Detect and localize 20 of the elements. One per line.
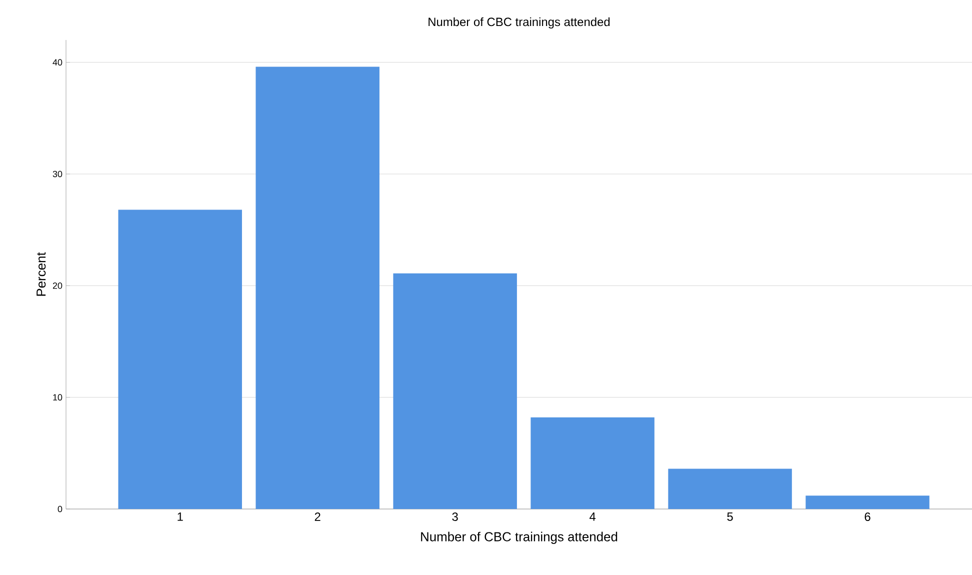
bar [530,417,654,509]
y-tick-label: 0 [58,506,62,512]
x-tick-label: 1 [178,512,183,521]
y-tick-label: 20 [52,282,62,289]
x-tick-label: 2 [314,512,320,521]
x-tick-label: 4 [590,512,596,521]
bar [118,210,242,509]
x-tick-label: 5 [727,512,733,521]
chart-title: Number of CBC trainings attended [428,17,610,29]
bar [256,66,380,509]
x-tick-label: 6 [864,512,870,521]
bar [393,273,517,509]
bar [668,468,792,509]
y-tick-label: 10 [53,394,62,401]
y-tick-label: 40 [52,59,62,66]
x-axis-title: Number of CBC trainings attended [421,532,618,544]
y-axis-title: Percent [36,252,46,296]
bar [806,496,930,509]
y-tick-label: 30 [52,170,62,178]
x-tick-label: 3 [452,512,458,521]
